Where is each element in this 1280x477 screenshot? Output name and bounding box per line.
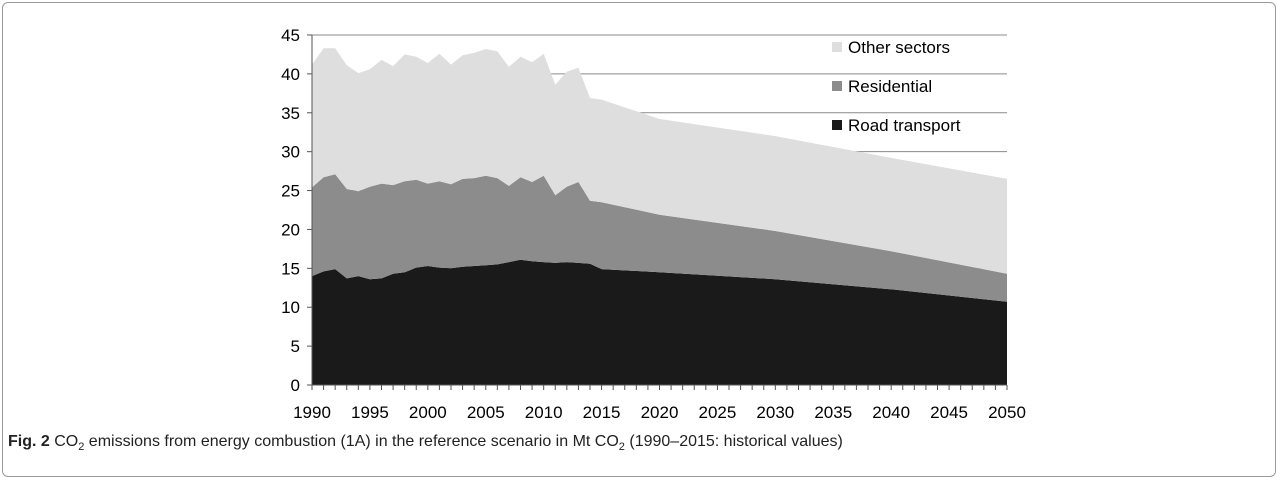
y-tick-label: 40	[281, 65, 300, 84]
area-residential	[312, 174, 1007, 302]
x-tick-label: 2015	[583, 403, 621, 422]
x-tick-label: 1995	[351, 403, 389, 422]
y-tick-label: 25	[281, 182, 300, 201]
caption-text-a: CO	[49, 433, 79, 450]
legend-label-residential: Residential	[848, 77, 932, 96]
x-tick-label: 2050	[988, 403, 1026, 422]
x-tick-labels: 1990 1995 2000 2005 2010 2015 2020 2025 2030 2035…	[293, 403, 1026, 422]
figure-caption: Fig. 2 CO2 emissions from energy combust…	[8, 433, 843, 453]
caption-sub-a: 2	[78, 441, 85, 454]
y-tick-label: 5	[291, 337, 300, 356]
caption-sub-b: 2	[618, 441, 625, 454]
legend-swatch-road-transport	[832, 120, 842, 130]
y-tick-label: 15	[281, 259, 300, 278]
x-tick-label: 2025	[699, 403, 737, 422]
x-tick-label: 2035	[814, 403, 852, 422]
area-road-transport	[312, 259, 1007, 385]
y-tick-label: 35	[281, 104, 300, 123]
legend: Other sectors Residential Road transport	[832, 38, 961, 135]
y-tick-label: 0	[291, 376, 300, 395]
x-tick-label: 2005	[467, 403, 505, 422]
legend-swatch-residential	[832, 81, 842, 91]
axes	[307, 34, 1008, 390]
x-tick-label: 2020	[641, 403, 679, 422]
x-tick-label: 2045	[930, 403, 968, 422]
y-tick-label: 10	[281, 298, 300, 317]
x-tick-label: 2030	[756, 403, 794, 422]
y-tick-labels: 0 5 10 15 20 25 30 35 40 45	[281, 26, 300, 395]
legend-swatch-other-sectors	[832, 42, 842, 52]
area-series	[312, 48, 1007, 385]
x-tick-label: 2010	[525, 403, 563, 422]
legend-label-other-sectors: Other sectors	[848, 38, 950, 57]
y-tick-label: 45	[281, 26, 300, 45]
caption-label: Fig. 2	[8, 433, 50, 450]
x-tick-label: 2040	[872, 403, 910, 422]
legend-label-road-transport: Road transport	[848, 116, 961, 135]
x-tick-label: 1990	[293, 403, 331, 422]
caption-text-c: (1990–2015: historical values)	[624, 433, 843, 450]
x-tick-label: 2000	[409, 403, 447, 422]
area-other-sectors	[312, 48, 1007, 274]
y-tick-label: 30	[281, 143, 300, 162]
caption-text-b: emissions from energy combustion (1A) in…	[84, 433, 619, 450]
y-tick-label: 20	[281, 220, 300, 239]
